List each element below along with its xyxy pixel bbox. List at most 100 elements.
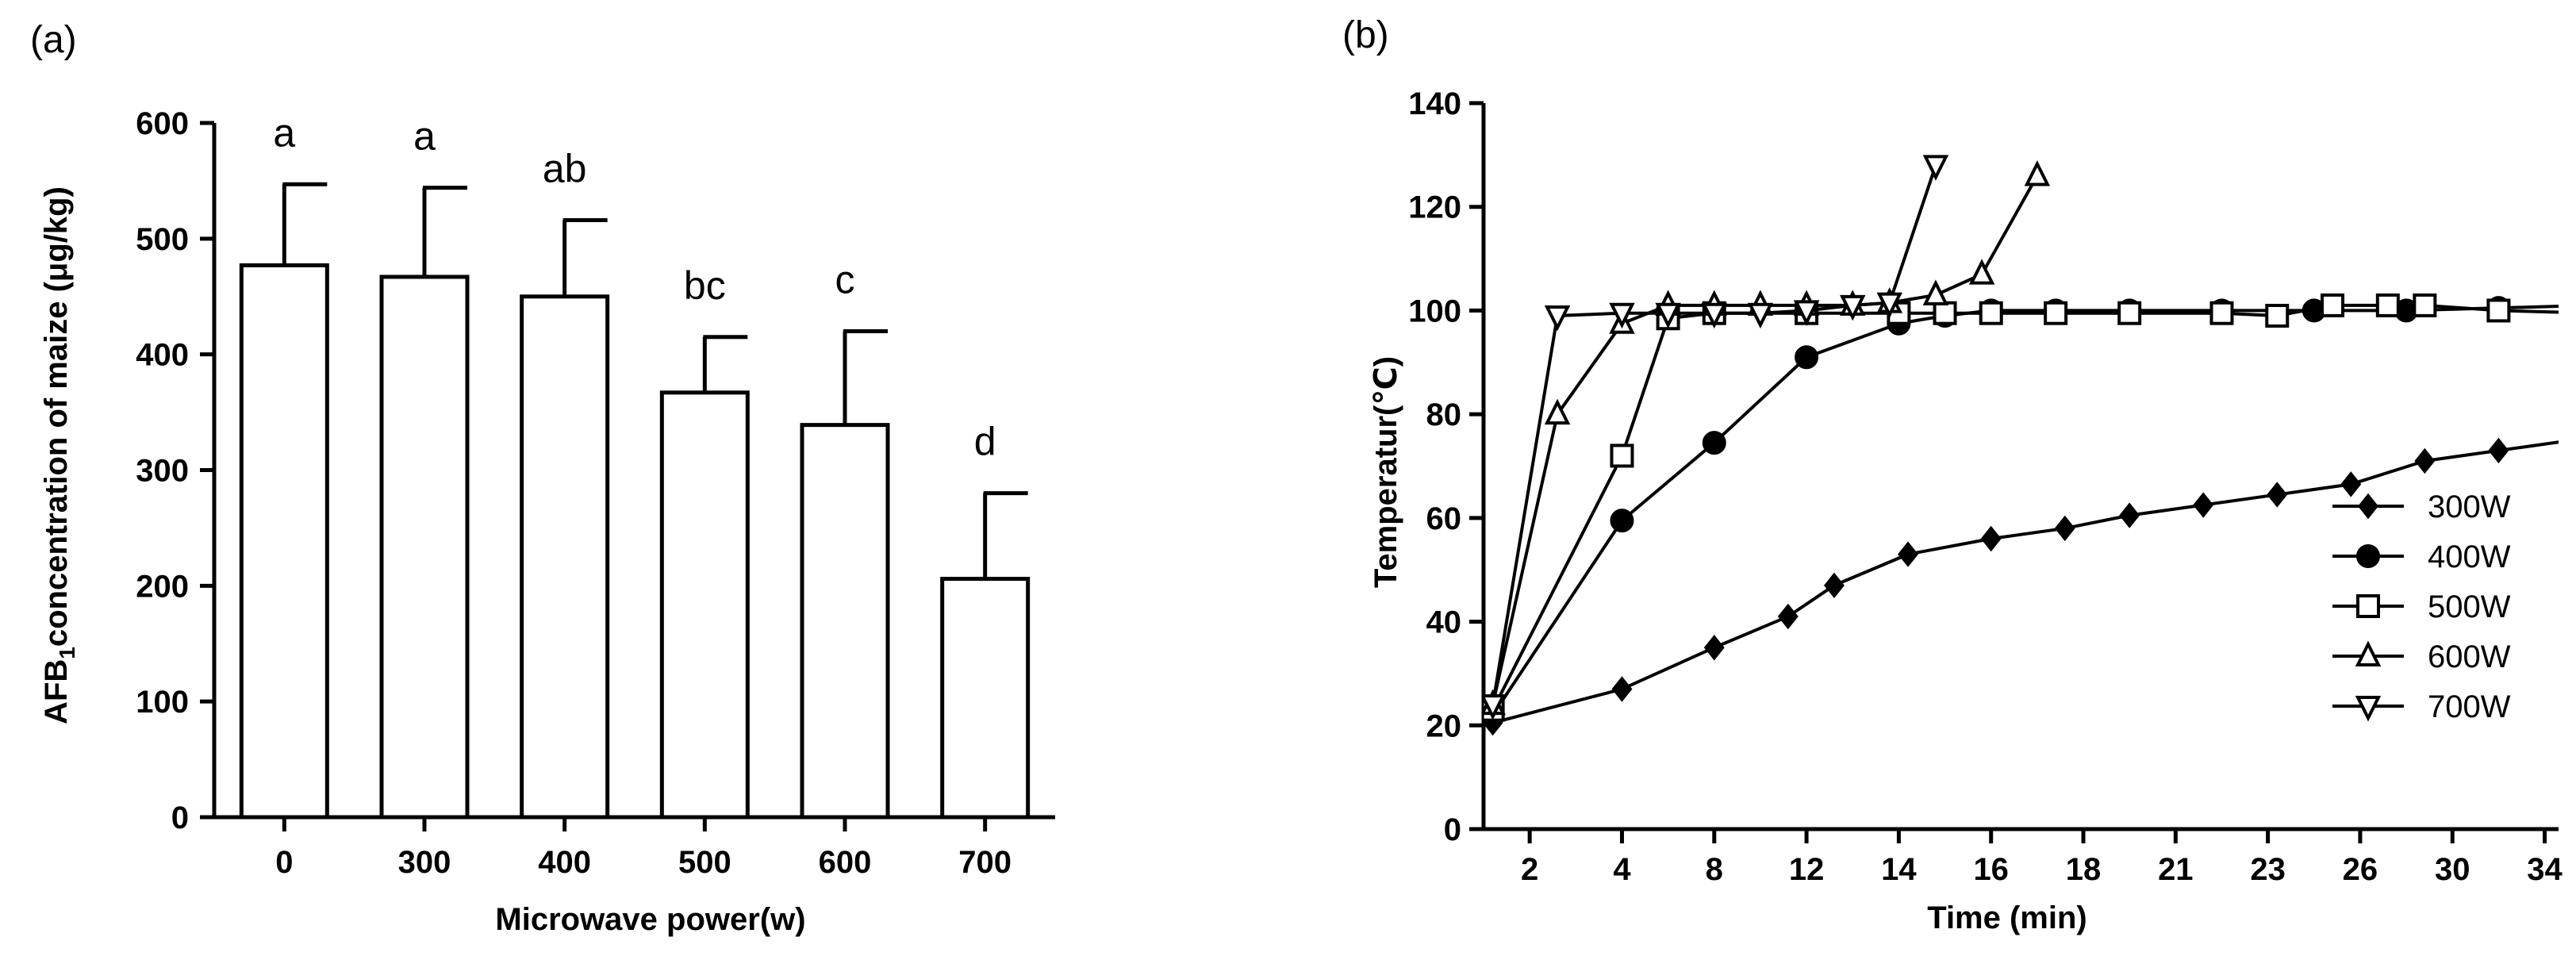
series-700w-point [1876, 292, 1902, 319]
panel-a-x-axis-title: Microwave power(w) [495, 902, 805, 937]
panel-b-y-tick-label: 100 [1408, 294, 1461, 328]
panel-a-y-axis-title: AFB1concentration of maize (μg/kg) [39, 186, 79, 724]
series-600w [1484, 160, 2051, 716]
panel-b-x-tick-label: 4 [1613, 852, 1631, 887]
series-700w-point [1922, 155, 1949, 181]
legend-item-700w: 700W [2332, 689, 2511, 724]
series-300w [1484, 437, 2559, 736]
panel-a-y-axis-title-main: AFB [39, 659, 74, 724]
legend-item-400w: 400W [2332, 540, 2511, 574]
panel-b-x-tick-label: 18 [2066, 852, 2102, 887]
series-500w-point [2413, 293, 2437, 317]
series-500w-point [2117, 301, 2142, 325]
series-700w-point [1701, 302, 1728, 329]
panel-a-bar [800, 423, 890, 820]
panel-b-y-tick-label: 120 [1408, 190, 1461, 225]
panel-a-bar [239, 263, 329, 820]
panel-b-x-tick-label: 23 [2250, 852, 2286, 887]
series-500w-point [2209, 301, 2234, 325]
series-600w-point [1544, 398, 1571, 425]
panel-b-legend: 300W 400W 500W 600W 700W [2332, 490, 2511, 724]
series-500w-point [2321, 293, 2345, 317]
panel-a-bar [940, 577, 1031, 820]
legend-label: 700W [2428, 689, 2511, 724]
panel-b-x-tick-label: 34 [2527, 852, 2563, 887]
panel-b-x-tick-label: 16 [1973, 852, 2009, 887]
panel-a-y-axis-title-rest: concentration of maize (μg/kg) [39, 186, 74, 647]
series-600w-point [1968, 259, 1995, 285]
series-500w-point [2044, 301, 2068, 325]
panel-a-y-tick-label: 0 [171, 801, 189, 835]
panel-b-y-tick-label: 20 [1426, 708, 1462, 743]
panel-b-y-tick-label: 60 [1426, 501, 1462, 536]
panel-a-significance-letter: ab [543, 147, 587, 191]
panel-b-label: (b) [1342, 14, 1389, 56]
panel-a-x-tick-label: 300 [398, 845, 451, 880]
series-300w-point [2119, 502, 2140, 528]
panel-a-significance-letter: a [413, 114, 436, 159]
series-300w-point [2488, 437, 2509, 464]
series-300w-point [1703, 635, 1725, 661]
series-600w-point [1922, 279, 1949, 305]
series-300w-point [2267, 482, 2288, 508]
panel-b-y-tick-label: 80 [1426, 397, 1462, 432]
legend-marker [2355, 640, 2382, 666]
legend-marker [2355, 696, 2382, 722]
series-700w [1484, 155, 1949, 720]
series-300w-point [2054, 515, 2075, 542]
series-300w-point [1898, 541, 1918, 567]
panel-a-y-tick-label: 400 [136, 338, 189, 373]
series-500w-point [2375, 293, 2400, 317]
panel-a-significance-letter: c [835, 258, 855, 302]
panel-b: (b) 0 20 40 60 80 100 120 140 2 4 8 12 14 16 18 21 23 26 3… [1342, 14, 2563, 935]
panel-b-x-tick-label: 21 [2158, 852, 2194, 887]
panel-b-series [1484, 155, 2559, 736]
panel-a-bar [659, 390, 750, 820]
series-300w-point [2340, 471, 2362, 497]
series-700w-point [1840, 294, 1866, 321]
legend-label: 400W [2428, 540, 2511, 574]
series-400w-line [1491, 305, 2559, 716]
series-300w-point [2414, 447, 2436, 474]
series-400w-point [1795, 345, 1819, 370]
panel-b-y-tick-label: 0 [1444, 812, 1461, 847]
panel-b-x-tick-label: 12 [1789, 852, 1825, 887]
series-700w-point [1747, 302, 1774, 329]
series-700w-point [1484, 694, 1506, 720]
panel-b-x-tick-label: 26 [2343, 852, 2378, 887]
panel-a-bar [520, 294, 610, 820]
panel-a-y-tick-label: 100 [136, 685, 189, 720]
series-700w-point [1609, 302, 1635, 329]
series-300w-point [1824, 572, 1845, 599]
panel-b-y-tick-label: 40 [1426, 605, 1462, 640]
panel-a-x-tick-label: 400 [538, 845, 591, 880]
panel-a-bars: a a ab bc c d [239, 110, 1031, 820]
series-500w-point [1979, 301, 2003, 325]
series-700w-line [1491, 164, 1937, 705]
panel-a-significance-letter: a [273, 110, 295, 155]
series-400w-point [1702, 431, 1726, 455]
legend-item-500w: 500W [2332, 589, 2511, 624]
panel-b-x-tick-label: 14 [1881, 852, 1917, 887]
panel-a-y-tick-label: 300 [136, 454, 189, 489]
legend-item-600w: 600W [2332, 639, 2511, 674]
legend-marker [2358, 493, 2378, 520]
panel-a-x-tick-label: 500 [678, 845, 731, 880]
legend-marker [2356, 594, 2380, 618]
series-500w-point [2265, 303, 2290, 328]
panel-a-y-tick-label: 600 [136, 106, 189, 141]
series-400w-point [1610, 509, 1634, 533]
panel-a-significance-letter: d [974, 420, 996, 464]
legend-label: 600W [2428, 639, 2511, 674]
series-300w-point [1777, 603, 1799, 630]
series-400w [1484, 296, 2559, 728]
panel-b-axes: 0 20 40 60 80 100 120 140 2 4 8 12 14 16 18 21 23 26 30 34 [1408, 86, 2563, 887]
panel-b-x-tick-label: 30 [2435, 852, 2470, 887]
legend-marker [2356, 544, 2380, 568]
panel-a-bar [379, 275, 470, 820]
panel-a-x-tick-label: 600 [819, 845, 872, 880]
panel-b-x-tick-label: 2 [1521, 852, 1538, 887]
panel-a-axes: 0 100 200 300 400 500 600 0 300 400 500 600 700 [136, 106, 1055, 880]
series-300w-point [1980, 525, 2002, 552]
